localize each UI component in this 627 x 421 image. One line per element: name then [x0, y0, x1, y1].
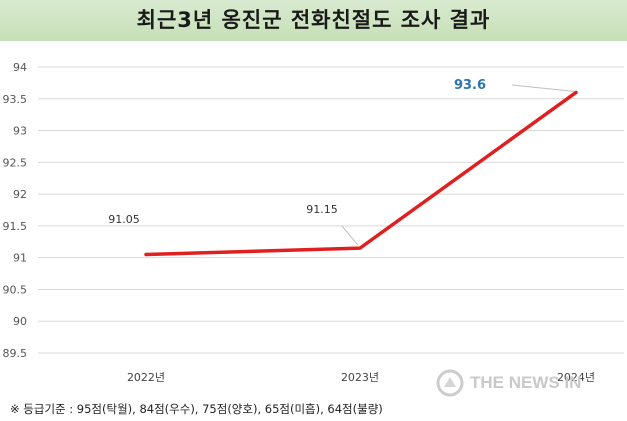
series-line	[144, 90, 578, 257]
data-label: 91.05	[108, 213, 140, 226]
gridlines	[38, 66, 624, 354]
chart-title: 최근3년 옹진군 전화친절도 조사 결과	[136, 8, 491, 32]
y-tick-label: 92	[13, 188, 27, 201]
x-axis: 2022년 2023년 2024년	[127, 371, 595, 384]
x-tick-label: 2022년	[127, 371, 165, 384]
line-chart: 89.5 90 90.5 91 91.5 92 92.5 93 93.5 94 2022년 2023…	[3, 61, 624, 384]
y-tick-label: 90.5	[3, 283, 28, 296]
x-tick-label: 2023년	[341, 371, 379, 384]
y-tick-label: 91	[13, 252, 27, 265]
y-tick-label: 90	[13, 315, 27, 328]
title-band	[0, 0, 627, 41]
y-tick-label: 92.5	[3, 156, 28, 169]
y-tick-label: 93	[13, 125, 27, 138]
watermark: THE NEWS IN	[436, 368, 626, 398]
watermark-text: THE NEWS IN	[470, 373, 582, 392]
data-label: 93.6	[454, 78, 486, 93]
y-axis: 89.5 90 90.5 91 91.5 92 92.5 93 93.5 94	[3, 61, 28, 360]
data-point	[358, 246, 362, 250]
series	[144, 90, 578, 257]
y-tick-label: 93.5	[3, 93, 28, 106]
data-label: 91.15	[306, 203, 338, 216]
y-tick-label: 94	[13, 61, 27, 74]
leader-line	[341, 225, 359, 246]
data-labels: 91.05 91.15 93.6	[108, 78, 575, 246]
y-tick-label: 91.5	[3, 220, 28, 233]
grade-footnote: ※ 등급기준 : 95점(탁월), 84점(우수), 75점(양호), 65점(…	[10, 402, 383, 416]
watermark-logo-icon	[436, 369, 464, 397]
data-point	[144, 252, 148, 256]
leader-line	[511, 84, 575, 92]
x-tick-label: 2024년	[557, 371, 595, 384]
data-point	[574, 90, 578, 94]
y-tick-label: 89.5	[3, 347, 28, 360]
